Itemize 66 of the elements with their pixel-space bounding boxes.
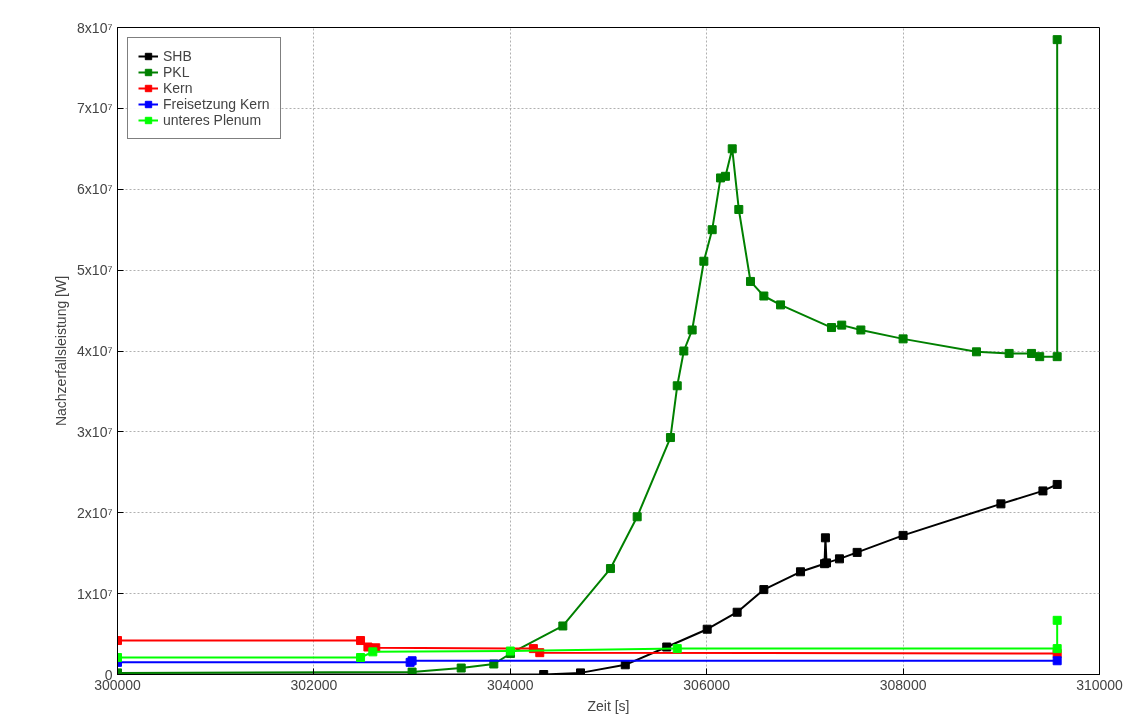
- point: [672, 644, 682, 654]
- point: [707, 225, 717, 235]
- x-tick-label: 310000: [1076, 676, 1124, 693]
- point: [759, 585, 769, 595]
- point: [720, 171, 730, 181]
- point: [820, 533, 830, 543]
- point: [834, 554, 844, 564]
- point: [898, 334, 908, 344]
- point: [852, 547, 862, 557]
- legend-label: Freisetzung Kern: [163, 96, 270, 112]
- y-tick-label: 1x10⁷: [77, 585, 113, 602]
- point: [795, 567, 805, 577]
- y-tick-label: 5x10⁷: [77, 262, 113, 279]
- point: [759, 291, 769, 301]
- point: [776, 300, 786, 310]
- point: [856, 325, 866, 335]
- point: [456, 663, 466, 673]
- point: [368, 647, 378, 657]
- point: [1004, 348, 1014, 358]
- point: [734, 204, 744, 214]
- point: [732, 607, 742, 617]
- point: [1052, 656, 1062, 666]
- x-tick-label: 306000: [683, 676, 731, 693]
- point: [746, 276, 755, 286]
- point: [356, 653, 366, 663]
- y-tick-label: 3x10⁷: [77, 423, 113, 440]
- y-tick-label: 6x10⁷: [77, 181, 113, 198]
- legend-label: PKL: [163, 64, 190, 80]
- point: [672, 381, 682, 391]
- point: [1027, 348, 1037, 358]
- point: [1052, 644, 1062, 654]
- legend-label: SHB: [163, 48, 192, 64]
- y-tick-label: 4x10⁷: [77, 343, 113, 359]
- point: [1035, 352, 1045, 362]
- point: [407, 667, 417, 675]
- legend-label: Kern: [163, 80, 193, 96]
- point: [898, 530, 908, 540]
- x-tick-label: 302000: [290, 676, 338, 693]
- x-tick-label: 304000: [486, 676, 534, 693]
- point: [702, 624, 712, 634]
- legend-label: unteres Plenum: [163, 112, 262, 128]
- point: [687, 325, 697, 335]
- y-tick-label: 2x10⁷: [77, 504, 113, 521]
- x-axis-title: Zeit [s]: [587, 697, 630, 714]
- point: [1052, 352, 1062, 362]
- point: [679, 346, 689, 356]
- point: [971, 347, 981, 357]
- point: [827, 323, 837, 333]
- point: [356, 636, 366, 646]
- point: [1052, 479, 1062, 489]
- y-tick-label: 8x10⁷: [77, 19, 113, 36]
- y-tick-label: 7x10⁷: [77, 100, 113, 117]
- point: [1052, 615, 1062, 625]
- point: [665, 433, 675, 443]
- point: [837, 320, 847, 330]
- point: [558, 621, 568, 631]
- point: [1052, 35, 1062, 45]
- point: [727, 144, 737, 154]
- point: [632, 512, 642, 522]
- point: [699, 256, 709, 266]
- point: [996, 499, 1006, 509]
- point: [1038, 486, 1048, 496]
- x-tick-label: 308000: [879, 676, 927, 693]
- point: [576, 668, 586, 675]
- point: [605, 564, 615, 574]
- y-axis-title: Nachzerfallsleistung [W]: [53, 275, 70, 427]
